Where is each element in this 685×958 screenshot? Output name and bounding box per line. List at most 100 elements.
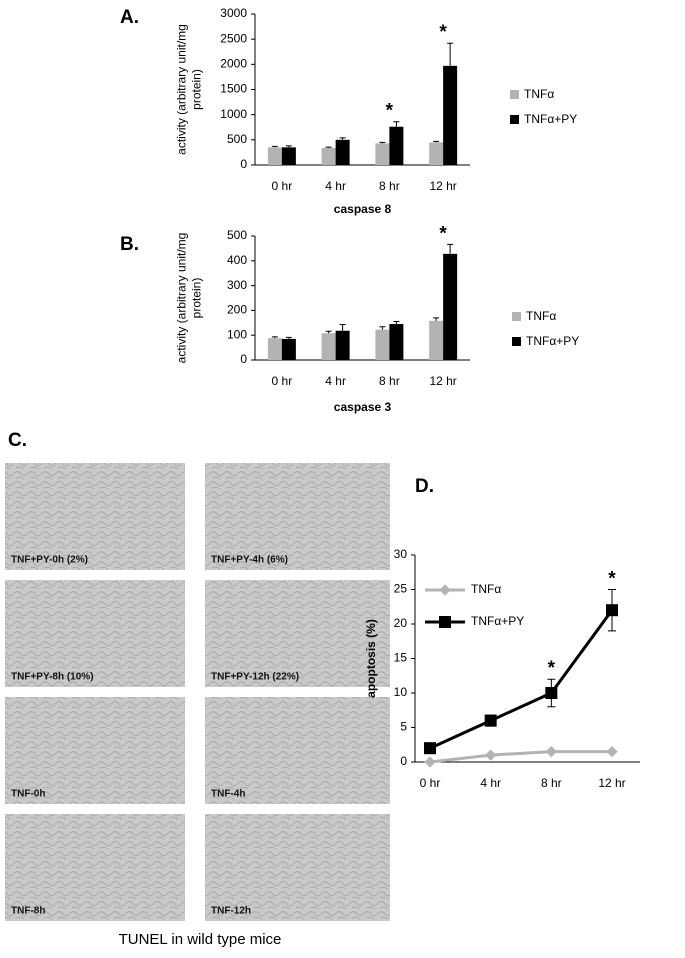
point: [424, 742, 436, 755]
micrograph: [5, 697, 185, 804]
legend-swatch: [512, 337, 521, 346]
bar: [267, 147, 282, 165]
y-tick-label: 5: [400, 720, 407, 734]
bar: [443, 65, 458, 165]
line: [429, 609, 614, 750]
bar: [335, 330, 350, 360]
micrograph: [205, 463, 390, 570]
x-tick-label: 4 hr: [480, 776, 501, 790]
error-bar: [447, 243, 454, 254]
error-bar: [271, 336, 278, 339]
y-tick-label: 300: [227, 278, 247, 292]
legend-label: TNFα+PY: [524, 112, 577, 126]
y-axis-label: activity (arbitrary unit/mg: [175, 24, 189, 155]
point: [545, 687, 558, 699]
point: [484, 714, 497, 727]
significance-mark: *: [439, 22, 447, 43]
y-tick-label: 500: [227, 228, 247, 242]
micrograph-label: TNF+PY-8h (10%): [11, 672, 94, 683]
bar: [429, 142, 444, 165]
micrograph-label: TNF+PY-12h (22%): [211, 672, 299, 683]
legend-label: TNFα+PY: [526, 334, 579, 348]
bar: [281, 147, 296, 165]
legend-swatch: [510, 115, 519, 124]
x-tick-label: 8 hr: [379, 179, 400, 193]
panel-label: D.: [415, 476, 434, 497]
x-tick-label: 8 hr: [379, 374, 400, 388]
y-tick-label: 0: [240, 157, 247, 171]
error-bar: [433, 140, 440, 143]
micrograph: [5, 463, 185, 570]
legend-swatch: [510, 90, 519, 99]
significance-mark: *: [386, 101, 394, 122]
y-tick-label: 400: [227, 253, 247, 267]
point: [606, 604, 618, 617]
y-axis-label: protein): [190, 69, 204, 110]
error-bar: [325, 146, 332, 148]
legend-swatch: [512, 312, 521, 321]
y-tick-label: 15: [394, 651, 408, 665]
error-bar: [339, 324, 346, 331]
error-bar: [339, 137, 346, 140]
x-tick-label: 12 hr: [598, 776, 625, 790]
point: [606, 745, 618, 758]
y-tick-label: 25: [394, 582, 408, 596]
micrograph-label: TNF-0h: [11, 789, 45, 800]
micrograph-label: TNF-12h: [211, 906, 251, 917]
x-tick-label: 12 hr: [429, 179, 456, 193]
bar: [335, 139, 350, 165]
x-tick-label: 8 hr: [541, 776, 562, 790]
x-tick-label: 0 hr: [420, 776, 441, 790]
micrograph: [5, 814, 185, 921]
error-bar: [393, 321, 400, 325]
bar: [321, 147, 336, 165]
legend-label: TNFα: [524, 87, 554, 101]
y-tick-label: 200: [227, 303, 247, 317]
legend-marker: [439, 584, 451, 596]
error-bar: [285, 145, 292, 148]
error-bar: [433, 317, 440, 321]
bar: [267, 338, 282, 360]
line: [429, 750, 612, 764]
error-bar: [379, 326, 386, 330]
bar: [375, 143, 390, 165]
x-axis-label: caspase 8: [334, 202, 392, 216]
error-bar: [285, 336, 292, 339]
y-tick-label: 20: [394, 616, 408, 630]
legend-label: TNFα: [526, 309, 556, 323]
bar: [429, 320, 444, 360]
legend-marker: [439, 616, 451, 628]
micrograph: [205, 697, 390, 804]
significance-mark: *: [439, 223, 447, 244]
panel-label: C.: [8, 430, 27, 451]
significance-mark: *: [608, 569, 616, 590]
y-tick-label: 0: [400, 754, 407, 768]
y-tick-label: 500: [227, 132, 247, 146]
x-tick-label: 4 hr: [325, 179, 346, 193]
error-bar: [379, 141, 386, 144]
micrograph: [205, 580, 390, 687]
micrograph-label: TNF+PY-4h (6%): [211, 555, 288, 566]
error-bar: [393, 121, 400, 127]
x-tick-label: 0 hr: [272, 179, 293, 193]
y-tick-label: 2000: [220, 57, 247, 71]
micrograph-label: TNF-4h: [211, 789, 245, 800]
error-bar: [447, 42, 454, 66]
micrograph-label: TNF-8h: [11, 906, 45, 917]
x-axis-label: caspase 3: [334, 400, 392, 414]
x-tick-label: 0 hr: [272, 374, 293, 388]
bar: [443, 253, 458, 360]
y-tick-label: 1500: [220, 82, 247, 96]
legend-label: TNFα: [471, 582, 501, 596]
point: [424, 756, 436, 768]
y-tick-label: 1000: [220, 107, 247, 121]
legend-label: TNFα+PY: [471, 614, 524, 628]
y-tick-label: 10: [394, 685, 408, 699]
significance-mark: *: [548, 658, 556, 679]
x-tick-label: 4 hr: [325, 374, 346, 388]
error-bar: [325, 330, 332, 334]
point: [485, 749, 497, 761]
caption: TUNEL in wild type mice: [119, 931, 282, 948]
